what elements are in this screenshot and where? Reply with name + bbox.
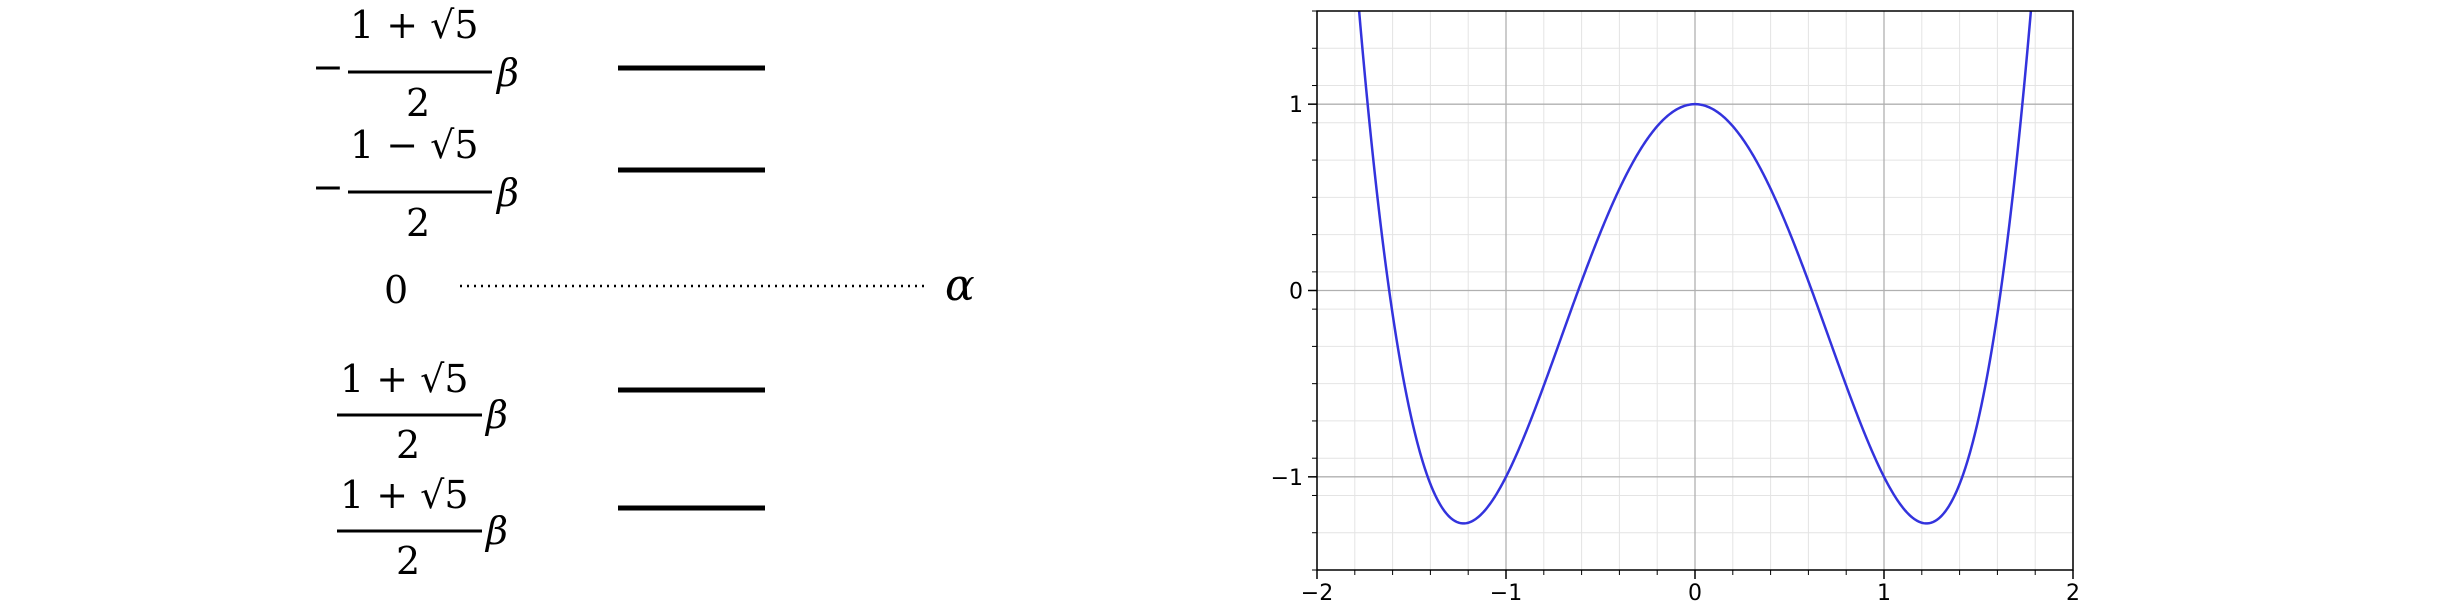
level-1-denominator: 2 bbox=[406, 81, 430, 125]
energy-level-2: − 1 − √5 2 β bbox=[312, 123, 765, 245]
y-tick-label: 1 bbox=[1289, 93, 1303, 118]
x-tick-label: −2 bbox=[1301, 581, 1333, 606]
level-zero-value: 0 bbox=[384, 268, 408, 312]
energy-level-diagram: − 1 + √5 2 β − 1 − √5 2 β 0 α 1 + √5 2 β… bbox=[312, 3, 975, 583]
energy-level-4: 1 + √5 2 β bbox=[337, 473, 765, 583]
x-tick-label: −1 bbox=[1490, 581, 1522, 606]
y-tick-label: −1 bbox=[1271, 466, 1303, 491]
level-2-beta: β bbox=[495, 171, 519, 215]
y-tick-label: 0 bbox=[1289, 280, 1303, 305]
level-1-beta: β bbox=[495, 51, 519, 95]
y-axis-ticks: −1 0 1 bbox=[1271, 10, 1317, 571]
level-4-numerator: 1 + √5 bbox=[340, 473, 469, 517]
polynomial-plot: −2 −1 0 1 2 −1 0 1 bbox=[1271, 10, 2080, 606]
energy-level-zero: 0 α bbox=[384, 260, 975, 312]
function-curve bbox=[1357, 11, 2033, 525]
level-2-numerator: 1 − √5 bbox=[350, 123, 479, 167]
level-4-beta: β bbox=[484, 509, 508, 553]
level-1-numerator: 1 + √5 bbox=[350, 3, 479, 47]
energy-level-1: − 1 + √5 2 β bbox=[312, 3, 765, 125]
level-3-denominator: 2 bbox=[396, 423, 420, 467]
x-axis-ticks: −2 −1 0 1 2 bbox=[1301, 570, 2080, 606]
level-4-denominator: 2 bbox=[396, 539, 420, 583]
level-2-denominator: 2 bbox=[406, 201, 430, 245]
level-3-beta: β bbox=[484, 393, 508, 437]
level-1-sign: − bbox=[312, 45, 344, 89]
alpha-label: α bbox=[945, 260, 975, 311]
energy-level-3: 1 + √5 2 β bbox=[337, 357, 765, 467]
x-tick-label: 2 bbox=[2066, 581, 2080, 606]
x-tick-label: 1 bbox=[1877, 581, 1891, 606]
level-2-sign: − bbox=[312, 165, 344, 209]
x-tick-label: 0 bbox=[1688, 581, 1702, 606]
level-3-numerator: 1 + √5 bbox=[340, 357, 469, 401]
